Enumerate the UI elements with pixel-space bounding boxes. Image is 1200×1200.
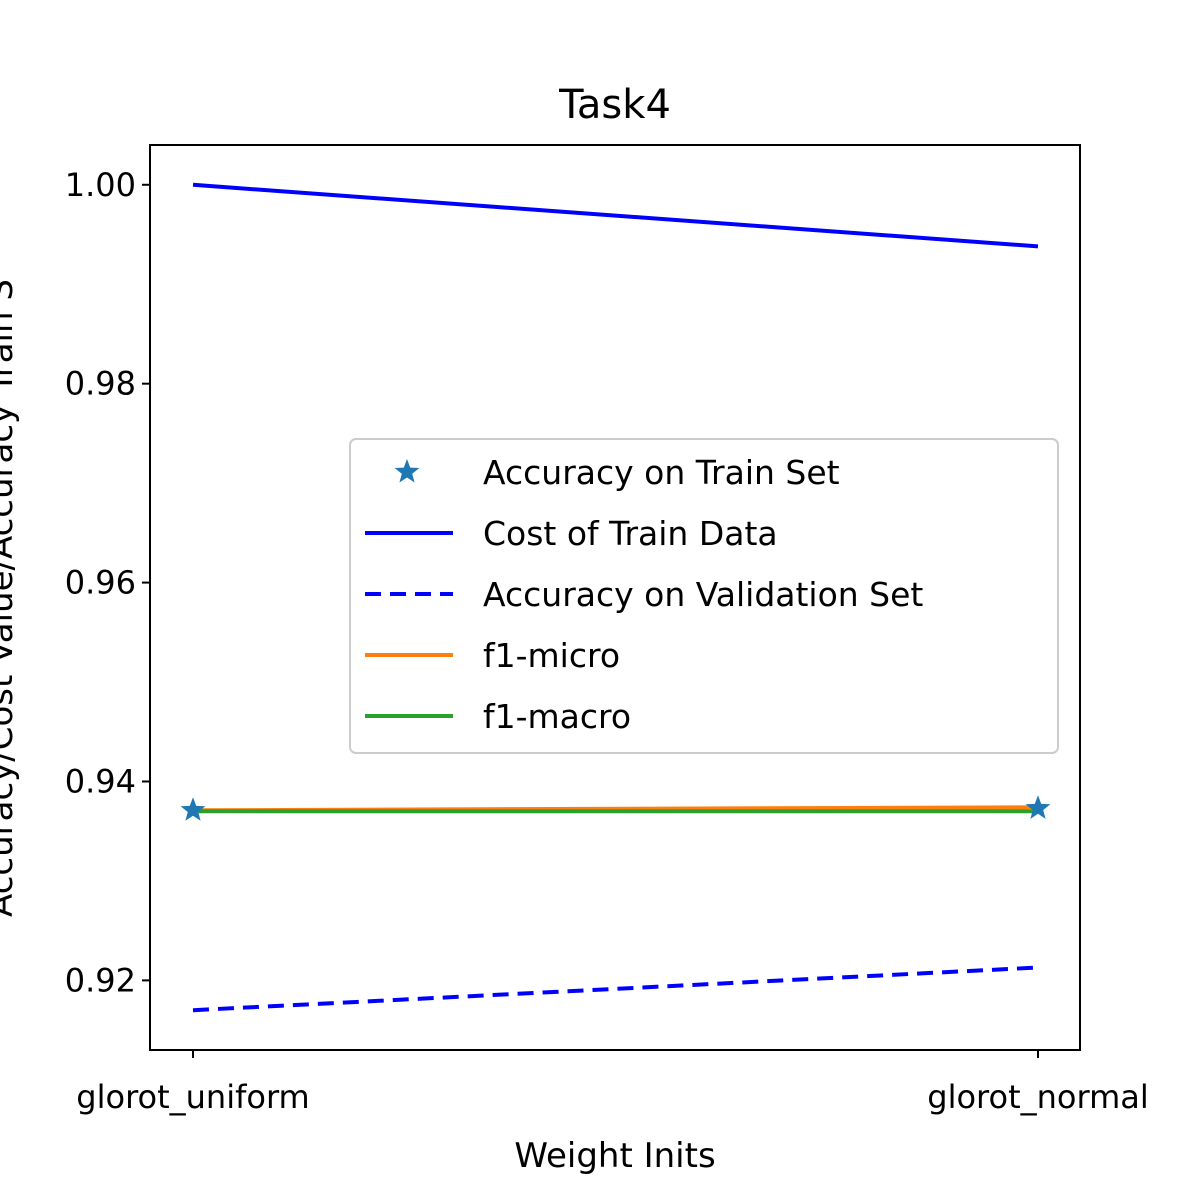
legend-item: Cost of Train Data: [365, 514, 778, 553]
legend: Accuracy on Train Set Cost of Train Data A…: [349, 438, 1059, 754]
y-tick-label: 1.00: [65, 166, 136, 204]
legend-label: Accuracy on Validation Set: [483, 575, 923, 614]
y-tick-label: 0.92: [65, 961, 136, 999]
chart-title: Task4: [558, 82, 671, 128]
series-point-accuracy-train: [180, 797, 206, 821]
legend-item: Accuracy on Train Set: [394, 453, 840, 492]
series-line-cost-of-train-data: [192, 182, 1039, 249]
legend-box: [349, 438, 1059, 754]
series-point-accuracy-train: [1025, 795, 1051, 819]
y-tick-label: 0.94: [65, 762, 136, 800]
y-tick-label: 0.96: [65, 564, 136, 602]
legend-item: f1-micro: [365, 636, 620, 675]
legend-star-marker: [394, 459, 420, 483]
x-axis-label: Weight Inits: [514, 1136, 715, 1176]
x-tick-label: glorot_uniform: [76, 1078, 309, 1116]
plot-frame: [149, 144, 1081, 1051]
plot-lines: [180, 182, 1051, 1013]
y-axis-label: Accuracy/Cost Value/Accuracy Train S: [0, 279, 21, 917]
legend-item: f1-macro: [365, 697, 631, 736]
x-axis: glorot_uniform glorot_normal: [76, 1050, 1149, 1116]
y-tick-label: 0.98: [65, 365, 136, 403]
legend-label: f1-macro: [483, 697, 631, 736]
x-tick-label: glorot_normal: [927, 1078, 1148, 1116]
series-line-accuracy-on-validation-set: [192, 965, 1039, 1013]
legend-label: Cost of Train Data: [483, 514, 778, 553]
legend-label: Accuracy on Train Set: [483, 453, 840, 492]
y-axis: 0.92 0.94 0.96 0.98 1.00: [65, 166, 150, 999]
legend-label: f1-micro: [483, 636, 620, 675]
legend-item: Accuracy on Validation Set: [365, 575, 923, 614]
